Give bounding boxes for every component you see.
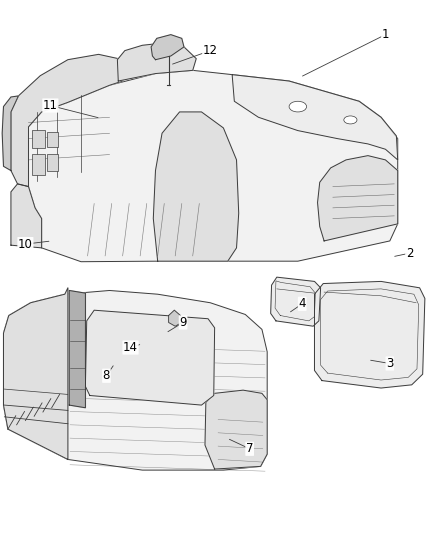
Polygon shape (117, 43, 196, 81)
Polygon shape (69, 290, 85, 408)
Text: 4: 4 (298, 297, 306, 310)
Bar (47, 154, 58, 171)
Text: 8: 8 (103, 369, 110, 382)
Polygon shape (232, 75, 398, 160)
Polygon shape (28, 70, 398, 262)
Ellipse shape (344, 116, 357, 124)
Polygon shape (4, 290, 267, 470)
Polygon shape (4, 288, 68, 459)
Text: 10: 10 (18, 238, 33, 251)
Polygon shape (11, 54, 127, 187)
Text: 2: 2 (406, 247, 413, 260)
Polygon shape (205, 390, 267, 469)
Polygon shape (314, 281, 425, 388)
Polygon shape (318, 156, 398, 241)
Bar (32, 154, 45, 175)
Polygon shape (153, 112, 239, 261)
Polygon shape (271, 277, 321, 326)
Text: 7: 7 (246, 442, 254, 455)
Text: 3: 3 (386, 357, 393, 370)
Polygon shape (151, 35, 184, 60)
Bar (47, 132, 58, 147)
Polygon shape (11, 184, 42, 248)
Text: 1: 1 (381, 28, 389, 41)
Ellipse shape (289, 101, 307, 112)
Text: 12: 12 (203, 44, 218, 57)
Bar (32, 130, 45, 148)
Text: 14: 14 (123, 341, 138, 354)
Polygon shape (85, 310, 215, 405)
Polygon shape (169, 310, 182, 326)
Text: 9: 9 (179, 316, 187, 329)
Text: 11: 11 (43, 99, 58, 112)
Polygon shape (2, 96, 18, 171)
